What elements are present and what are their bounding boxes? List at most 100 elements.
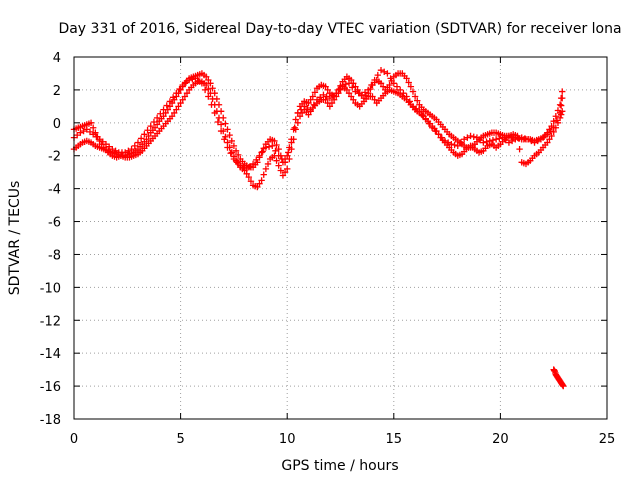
data-point-track-b [288,145,295,153]
data-point-track-a [409,88,417,95]
data-point-track-c [221,136,228,143]
data-point-track-a [556,101,564,108]
data-point-track-b [228,149,235,156]
data-point-track-c [489,136,497,144]
data-point-track-c [448,141,455,148]
data-point-track-c [349,84,356,91]
data-point-track-c [208,101,215,108]
data-point-track-b [548,132,555,140]
data-point-track-a [559,88,566,95]
data-point-track-c [483,138,490,145]
data-point-track-b [305,111,312,118]
data-point-track-c [403,93,410,100]
data-point-track-c [256,152,263,159]
data-point-track-c [547,127,554,135]
data-point-track-c [160,106,167,113]
data-point-track-c [291,124,298,131]
data-point-track-c [137,135,145,142]
data-point-track-b [175,103,182,110]
data-point-track-a [407,83,415,90]
data-point-track-b [326,103,334,110]
data-point-track-b [209,95,216,103]
data-point-track-c [374,71,382,79]
data-point-track-c [342,80,350,88]
data-point-track-c [492,136,500,143]
data-point-track-b [546,136,553,143]
y-axis-label: SDTVAR / TECUs [7,181,23,296]
data-point-track-c [233,159,241,166]
data-point-track-c [512,136,519,143]
data-point-track-b [273,157,280,164]
data-point-track-a [305,99,312,107]
data-point-track-c [275,152,282,159]
data-point-track-a [271,137,278,145]
data-point-track-c [345,80,353,87]
data-point-track-a [284,152,291,159]
data-point-track-b [179,96,186,103]
data-point-track-b [168,113,176,120]
data-point-track-b [290,136,297,143]
data-point-track-c [285,149,292,156]
data-point-track-a [347,76,355,84]
data-point-track-c [249,160,257,168]
data-point-track-a [273,141,280,149]
data-point-track-a [550,117,557,125]
data-point-track-a [87,119,95,127]
data-point-track-c [556,109,564,117]
data-point-track-b [173,106,180,113]
data-point-track-a [379,83,387,90]
data-point-track-c [262,144,270,151]
data-point-track-a [405,79,412,86]
data-point-track-c [288,139,295,146]
data-point-track-c [400,90,407,97]
data-point-track-c [496,135,503,142]
data-point-track-c [470,133,477,141]
data-point-track-c [227,150,234,157]
y-tick-label: -8 [48,248,61,263]
data-point-track-d [560,382,567,390]
data-point-track-c [230,155,238,163]
data-point-track-c [144,127,151,134]
data-point-track-c [163,102,170,109]
data-point-track-b [371,96,378,103]
data-point-track-b [256,180,263,187]
data-point-track-b [207,90,214,97]
data-point-track-b [247,178,255,185]
data-point-track-c [214,118,222,126]
data-point-track-a [311,89,319,96]
data-point-track-c [201,86,209,94]
data-point-track-c [189,76,196,83]
data-point-track-c [384,70,391,77]
data-point-track-c [387,75,394,82]
y-tick-label: -18 [40,413,61,428]
data-point-track-c [147,122,154,130]
data-point-track-c [224,144,231,151]
data-point-track-b [345,90,353,97]
data-point-track-a [234,151,242,159]
data-point-track-c [141,131,148,138]
y-tick-label: -16 [40,380,61,395]
data-point-track-a [414,97,421,104]
data-point-track-b [544,139,551,146]
data-point-track-c [428,124,436,131]
data-point-track-c [333,90,340,97]
y-tick-label: 4 [53,51,61,66]
data-point-track-a [324,86,331,94]
data-points [70,66,567,390]
x-tick-label: 20 [492,432,509,447]
y-tick-label: -14 [40,347,61,362]
data-point-track-b [284,165,291,173]
data-point-track-a [224,126,231,133]
y-tick-label: -10 [40,281,61,296]
data-point-track-c [518,134,525,141]
data-point-track-b [202,81,210,89]
data-point-track-a [151,124,159,131]
data-point-track-b [183,90,191,97]
data-point-track-a [202,73,210,80]
data-point-track-a [89,124,97,131]
data-point-track-b [328,99,336,107]
y-tick-label: -12 [40,314,61,329]
data-point-track-b [330,96,338,103]
data-point-track-a [258,149,265,156]
